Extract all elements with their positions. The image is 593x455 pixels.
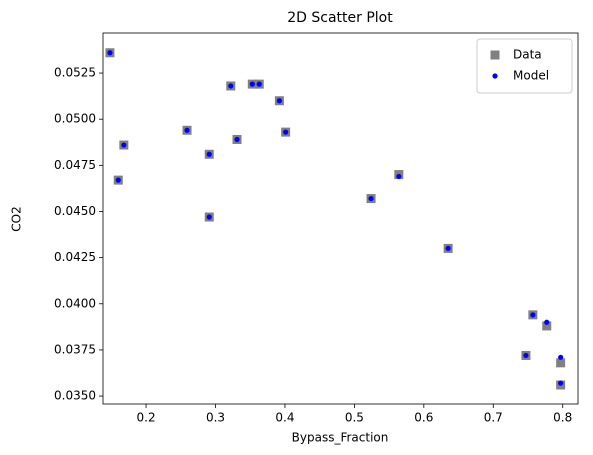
point (558, 354, 564, 360)
point (530, 312, 536, 318)
x-tick-label: 0.8 (553, 411, 572, 425)
y-tick-label: 0.0500 (54, 112, 96, 126)
y-tick-label: 0.0475 (54, 158, 96, 172)
point (523, 352, 529, 359)
x-tick-label: 0.5 (345, 411, 364, 425)
point (228, 83, 234, 89)
point (368, 195, 374, 202)
legend-marker (492, 73, 498, 79)
point (184, 127, 190, 133)
y-axis-label: CO2 (10, 206, 24, 231)
y-tick-label: 0.0525 (54, 66, 96, 80)
point (107, 50, 113, 56)
point (396, 173, 402, 180)
x-tick-label: 0.7 (484, 411, 503, 425)
x-tick-label: 0.2 (137, 411, 156, 425)
point (556, 358, 566, 368)
y-tick-label: 0.0375 (54, 342, 96, 356)
x-tick-label: 0.4 (275, 411, 294, 425)
y-tick-label: 0.0350 (54, 389, 96, 403)
legend-label: Data (513, 48, 542, 62)
point (276, 98, 282, 104)
y-tick-label: 0.0425 (54, 250, 96, 264)
point (256, 81, 262, 87)
point (283, 129, 289, 135)
point (115, 177, 121, 183)
x-tick-label: 0.6 (414, 411, 433, 425)
point (544, 319, 550, 325)
y-tick-label: 0.0450 (54, 204, 96, 218)
y-tick-label: 0.0400 (54, 296, 96, 310)
legend-box (476, 38, 573, 94)
legend-marker (490, 50, 500, 60)
point (234, 136, 240, 143)
point (558, 380, 564, 386)
point (542, 321, 552, 331)
point (121, 142, 127, 148)
point (206, 151, 212, 157)
x-axis-label: Bypass_Fraction (292, 431, 389, 445)
point (249, 81, 255, 87)
point (445, 245, 451, 252)
x-tick-label: 0.3 (206, 411, 225, 425)
plot-frame (102, 32, 579, 405)
chart-title: 2D Scatter Plot (287, 10, 393, 26)
legend-label: Model (513, 69, 549, 83)
point (206, 214, 212, 220)
